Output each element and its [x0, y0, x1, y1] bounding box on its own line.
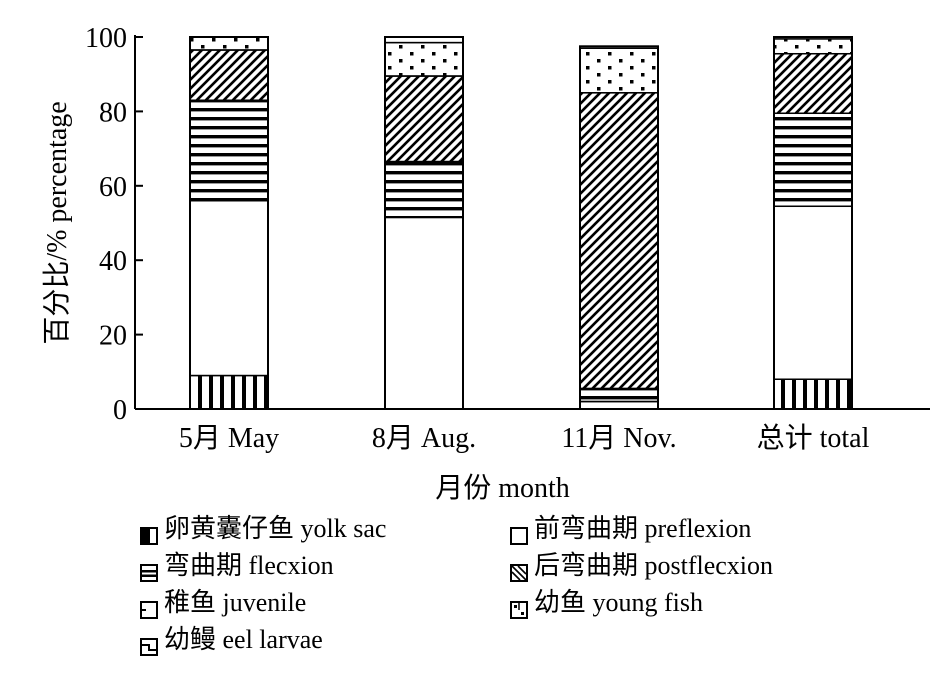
legend-item: 卵黄囊仔鱼 yolk sac: [140, 512, 386, 546]
x-tick-label: 8月 Aug.: [372, 423, 476, 454]
y-tick-label: 20: [99, 321, 127, 352]
legend-swatch-icon: [510, 594, 528, 619]
bar-segment: [773, 52, 853, 115]
legend-label: 卵黄囊仔鱼 yolk sac: [164, 514, 387, 543]
bar-segment: [773, 38, 853, 55]
legend-item: 弯曲期 flecxion: [140, 549, 334, 583]
bar-segment: [384, 75, 464, 163]
bar-segment: [189, 49, 269, 101]
bar-segment: [384, 216, 464, 410]
bar-segment: [189, 99, 269, 202]
bar-segment: [773, 205, 853, 380]
bar-segment: [579, 400, 659, 410]
legend-swatch-icon: [140, 631, 158, 656]
x-tick-label: 11月 Nov.: [561, 423, 676, 454]
legend-swatch-icon: [140, 520, 158, 545]
legend-item: 前弯曲期 preflexion: [510, 512, 751, 546]
x-tick-label: 5月 May: [179, 423, 279, 454]
tick-group: 0 20 40 60 80 100 5月 May 8月 Aug. 11月 Nov. 总计 tota…: [85, 23, 870, 454]
legend-label: 幼鱼 young fish: [534, 588, 704, 617]
bar-segment: [579, 387, 659, 403]
legend-label: 稚鱼 juvenile: [164, 588, 307, 617]
legend-item: 后弯曲期 postflecxion: [510, 549, 773, 583]
bar-segment: [189, 36, 269, 51]
legend-label: 后弯曲期 postflecxion: [534, 551, 774, 580]
bar-segment: [384, 41, 464, 77]
y-tick-label: 40: [99, 246, 127, 277]
legend-label: 弯曲期 flecxion: [164, 551, 334, 580]
y-tick-label: 100: [85, 23, 127, 54]
bar-segment: [773, 378, 853, 410]
x-tick-label: 总计 total: [757, 422, 870, 454]
y-axis-label: 百分比/% percentage: [41, 101, 73, 344]
legend-swatch-icon: [140, 557, 158, 582]
legend-label: 幼鳗 eel larvae: [164, 625, 323, 654]
legend-swatch-icon: [510, 557, 528, 582]
axes-group: [134, 35, 930, 410]
bar-segment: [384, 160, 464, 219]
legend-swatch-icon: [140, 594, 158, 619]
legend-item: 幼鱼 young fish: [510, 586, 703, 620]
bar-segment: [189, 374, 269, 410]
bar-segment: [773, 112, 853, 208]
bars-group: [189, 36, 853, 411]
legend-item: 稚鱼 juvenile: [140, 586, 306, 620]
y-tick-label: 0: [113, 395, 127, 426]
y-axis-label-group: 百分比/% percentage: [41, 101, 73, 344]
x-axis-label: 月份 month: [435, 472, 570, 504]
legend-swatch-icon: [510, 520, 528, 545]
x-axis-label-group: 月份 month: [435, 472, 570, 504]
bar-segment: [579, 47, 659, 94]
legend-label: 前弯曲期 preflexion: [534, 514, 752, 543]
legend-item: 幼鳗 eel larvae: [140, 623, 323, 657]
bar-segment: [189, 199, 269, 377]
y-tick-label: 60: [99, 172, 127, 203]
bar-segment: [579, 92, 659, 390]
y-tick-label: 80: [99, 97, 127, 128]
stacked-bar-chart: 百分比/% percentage 0 20 40 60 80 100 5月 May 8月 Au…: [41, 23, 930, 504]
